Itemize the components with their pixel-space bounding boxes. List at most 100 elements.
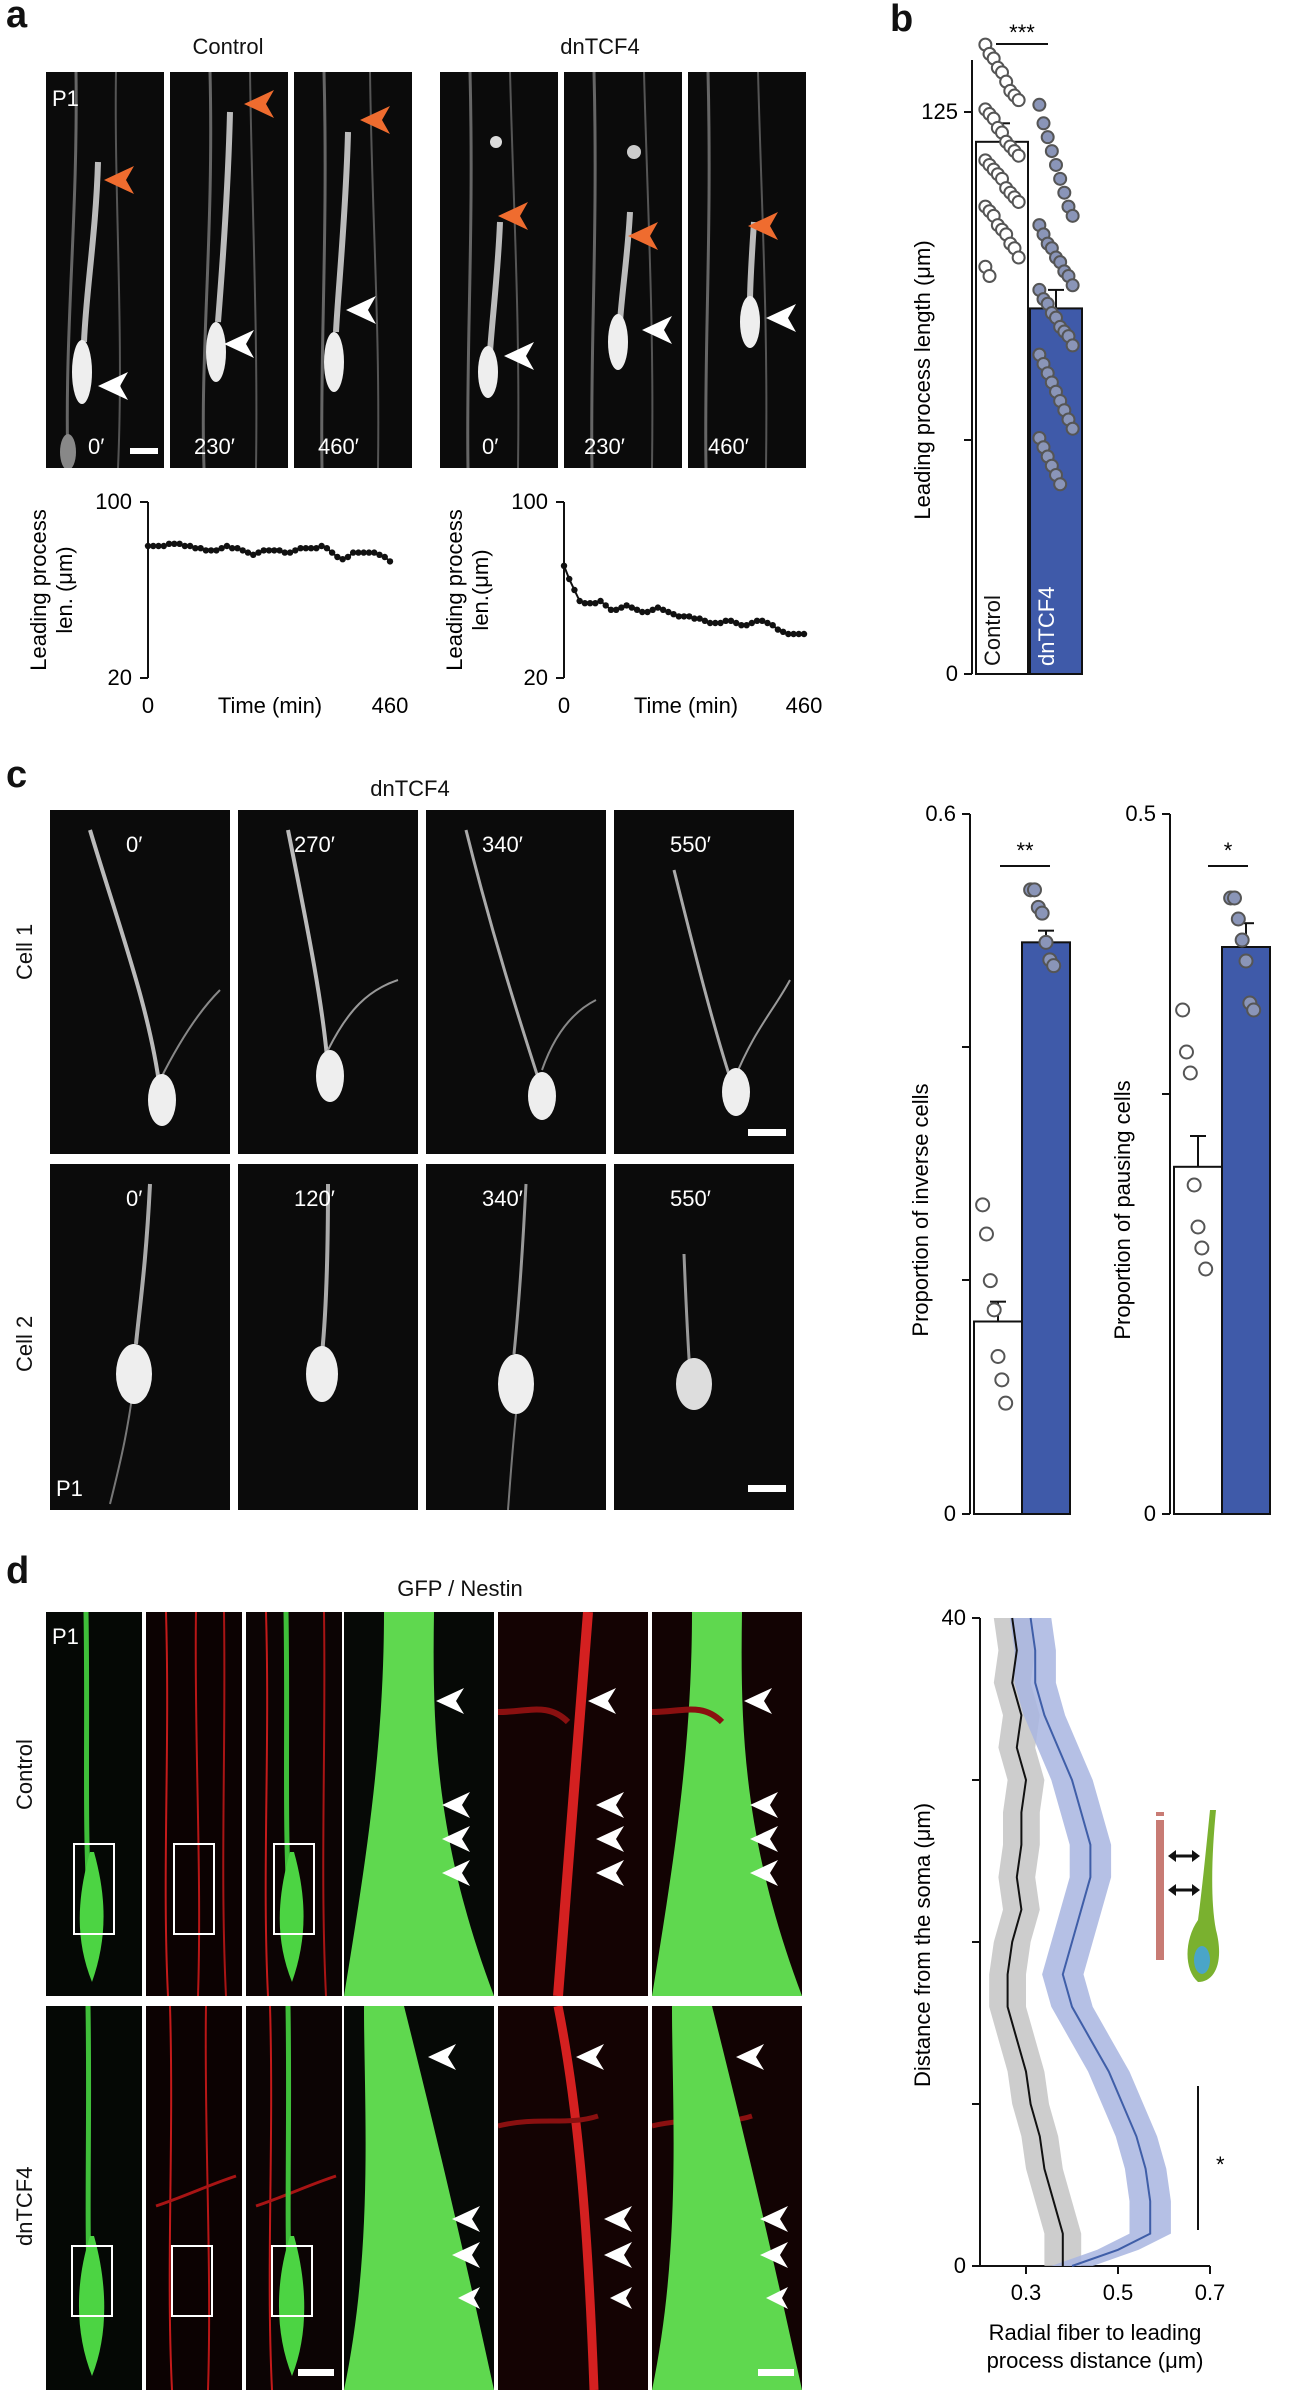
d-dntcf4-nestin-zoom	[498, 2006, 648, 2390]
d-dntcf4-gfp-zoom	[344, 2006, 494, 2390]
stage-label: P1	[52, 1624, 79, 1649]
schematic-nucleus	[1194, 1946, 1210, 1974]
trace-point	[228, 545, 236, 552]
micrograph-control-0: P1 0′	[46, 72, 164, 468]
trace-point	[255, 549, 262, 556]
trace-point	[213, 547, 220, 554]
arrowhead-icon	[744, 1688, 772, 1714]
data-point	[982, 1273, 998, 1289]
band-series-1	[1009, 1618, 1171, 2266]
micrograph-c-cell1-340: 340′	[426, 810, 606, 1154]
d-control-merge-zoom	[652, 1612, 802, 1996]
trace2-ytop: 100	[511, 489, 548, 514]
d-control-nestin-low	[146, 1612, 242, 1996]
arrowhead-icon	[766, 2287, 788, 2309]
trace-point	[244, 549, 252, 556]
trace-point	[276, 547, 283, 554]
trace-point	[323, 545, 331, 552]
c-row-label-text: Cell 1	[12, 923, 37, 980]
trace-point	[607, 606, 615, 613]
trace-point	[560, 562, 568, 569]
time-label: 460′	[318, 434, 359, 459]
micrograph-texture	[652, 1612, 802, 1996]
trace-point	[260, 547, 267, 554]
data-point	[1011, 250, 1026, 265]
trace1-ylabel-1: Leading process	[26, 509, 51, 670]
trace-point	[665, 608, 672, 616]
trace-point	[659, 606, 667, 613]
micrograph-texture	[164, 1612, 227, 1996]
line-series-0	[1006, 1617, 1064, 2266]
white-arrowhead-icon	[504, 342, 534, 370]
trace-point	[597, 597, 604, 605]
d-control-gfp-low: P1	[46, 1612, 142, 1996]
trace-point	[371, 549, 378, 556]
data-point	[978, 1226, 994, 1242]
b-bar-label-control: Control	[980, 595, 1005, 666]
schematic-radial-fiber	[1156, 1820, 1164, 1960]
d-row-label-text: dnTCF4	[12, 2166, 37, 2246]
c-inv-sig-label: **	[1016, 838, 1034, 863]
stage-label: P1	[52, 86, 79, 111]
trace-point	[302, 545, 310, 552]
trace-point	[759, 617, 766, 624]
d-row-label-text: Control	[12, 1739, 37, 1810]
micrograph-texture	[498, 1183, 534, 1510]
c-title: dnTCF4	[370, 776, 450, 801]
trace-point	[207, 547, 215, 554]
panel-letter-c: c	[6, 754, 28, 796]
trace-point	[795, 630, 802, 638]
b-ylabel: Leading process length (μm)	[910, 240, 935, 519]
trace-point	[186, 542, 194, 550]
trace2-ylabel-1: Leading process	[442, 509, 467, 670]
micrograph-c-cell1-0: 0′	[50, 810, 230, 1154]
trace-point	[701, 617, 709, 624]
trace-point	[202, 547, 210, 554]
d-ylabel: Distance from the soma (μm)	[910, 1803, 935, 2087]
d-schematic	[1156, 1810, 1220, 1982]
scale-bar	[748, 1129, 786, 1136]
x-tick-label: 0.7	[1195, 2280, 1226, 2305]
data-point	[975, 1197, 991, 1213]
c-row-label-cell2: Cell 2	[12, 1250, 42, 1372]
micrograph-texture	[60, 72, 121, 468]
c-pau-top-label: 0.5	[1125, 801, 1156, 826]
micrograph-texture	[652, 2006, 802, 2390]
c-inv-top-label: 0.6	[925, 801, 956, 826]
data-point	[1230, 911, 1246, 927]
data-point	[1011, 194, 1026, 209]
data-point	[1026, 882, 1042, 898]
data-point	[1190, 1219, 1206, 1235]
d-control-nestin-zoom	[498, 1612, 648, 1996]
trace-point	[592, 600, 599, 607]
bar-control	[1173, 1165, 1223, 1515]
d-xlabel-1: Radial fiber to leading	[989, 2320, 1202, 2345]
trace1-ybottom: 20	[108, 665, 132, 690]
trace-point	[691, 615, 698, 622]
trace-point	[764, 619, 771, 627]
data-point	[1226, 890, 1242, 906]
micrograph-c-cell2-120: 120′	[238, 1164, 418, 1510]
d-y-bottom-label: 0	[954, 2253, 966, 2278]
time-label: 340′	[482, 1186, 523, 1211]
trace-point	[774, 626, 782, 633]
data-point	[1036, 116, 1051, 131]
orange-arrowhead-icon	[104, 166, 134, 194]
c-row-label-cell1: Cell 1	[12, 870, 42, 990]
white-arrowhead-icon	[346, 296, 376, 324]
trace-point	[727, 617, 735, 624]
double-arrow-icon	[1168, 1884, 1200, 1896]
trace-point	[717, 619, 724, 627]
micrograph-dntcf4-460: 460′	[688, 72, 806, 468]
time-label: 230′	[584, 434, 625, 459]
time-label: 230′	[194, 434, 235, 459]
c-pau-marks	[1173, 890, 1271, 1515]
trace-point	[628, 604, 636, 611]
data-point	[1046, 958, 1062, 974]
arrowhead-icon	[596, 1826, 624, 1852]
trace1-ylabel-2: len. (μm)	[52, 546, 77, 633]
white-arrowhead-icon	[642, 316, 672, 344]
micrograph-texture	[155, 2006, 237, 2390]
trace1-xright: 460	[372, 693, 409, 718]
trace1-ytop: 100	[95, 489, 132, 514]
